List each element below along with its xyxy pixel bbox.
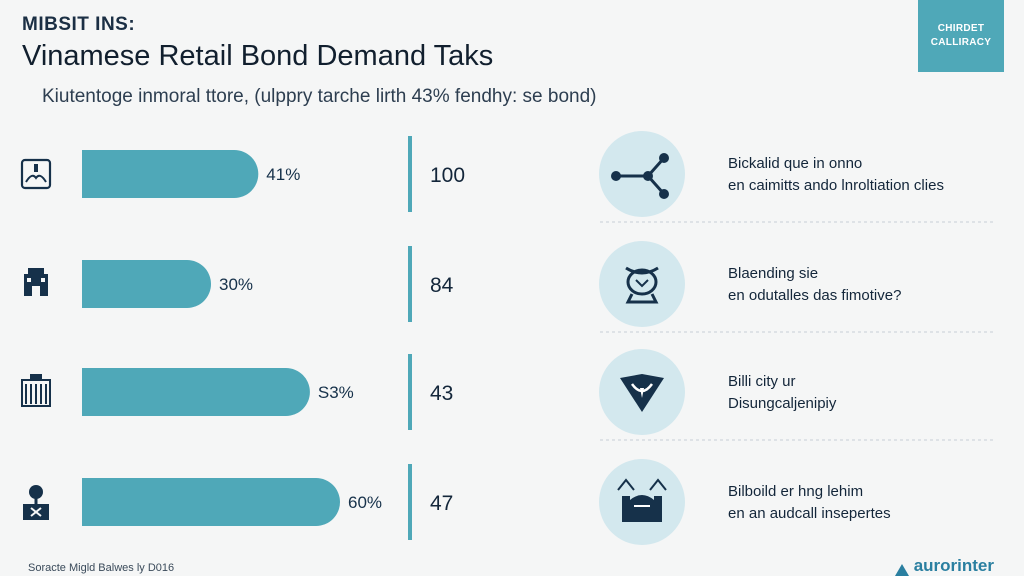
row-desc-title: Bilboild er hng lehim xyxy=(728,483,863,500)
brand-mark-icon xyxy=(894,564,909,576)
chart-subtitle: Kiutentoge inmoral ttore, (ulppry tarche… xyxy=(42,86,597,107)
scale-icon xyxy=(20,158,52,190)
row-desc-body: en an audcall insepertes xyxy=(728,505,891,522)
bar-value-label: 60% xyxy=(348,493,382,512)
source-note: Soracte Migld Balwes ly D016 xyxy=(28,562,175,574)
corner-badge-line2: CALLIRACY xyxy=(930,37,992,48)
castle-icon xyxy=(617,478,667,522)
row-desc-title: Bickalid que in onno xyxy=(728,155,862,172)
row-accent-divider xyxy=(408,464,412,540)
row-number: 43 xyxy=(430,382,453,405)
bar-value-label: S3% xyxy=(318,383,354,402)
row-desc-body: en odutalles das fimotive? xyxy=(728,287,901,304)
row-number: 84 xyxy=(430,274,454,297)
chart-title: Vinamese Retail Bond Demand Taks xyxy=(22,40,494,72)
tree-box-icon xyxy=(23,485,49,520)
bar-2 xyxy=(82,260,211,308)
bar-1 xyxy=(82,150,259,198)
row-number: 100 xyxy=(430,164,465,187)
corner-badge-line1: CHIRDET xyxy=(937,23,985,34)
row-desc-body: Disungcaljenipiy xyxy=(728,395,837,412)
bar-value-label: 41% xyxy=(266,165,300,184)
row-desc-title: Blaending sie xyxy=(728,265,818,282)
brand-name: aurorinter xyxy=(913,556,994,575)
icon-circle xyxy=(599,241,685,327)
network-nodes-icon xyxy=(611,153,669,199)
row-desc-body: en caimitts ando lnroltiation clies xyxy=(728,177,944,194)
row-accent-divider xyxy=(408,136,412,212)
bar-3 xyxy=(82,368,310,416)
chart-kicker: MIBSIT INS: xyxy=(22,14,136,35)
row-accent-divider xyxy=(408,354,412,430)
bar-value-label: 30% xyxy=(219,275,253,294)
row-desc-title: Billi city ur xyxy=(728,373,796,390)
bar-4 xyxy=(82,478,340,526)
shield-chevron-icon xyxy=(620,374,664,412)
bar-chart: 41% 100 Bickalid que in onno en caimitts an… xyxy=(20,131,994,545)
gauge-head-icon xyxy=(625,266,659,304)
brand-logo: aurorinter xyxy=(894,556,994,576)
corner-badge: CHIRDET CALLIRACY xyxy=(918,0,1004,72)
row-accent-divider xyxy=(408,246,412,322)
building-icon xyxy=(24,268,48,296)
row-number: 47 xyxy=(430,492,453,515)
bank-icon xyxy=(21,374,51,407)
